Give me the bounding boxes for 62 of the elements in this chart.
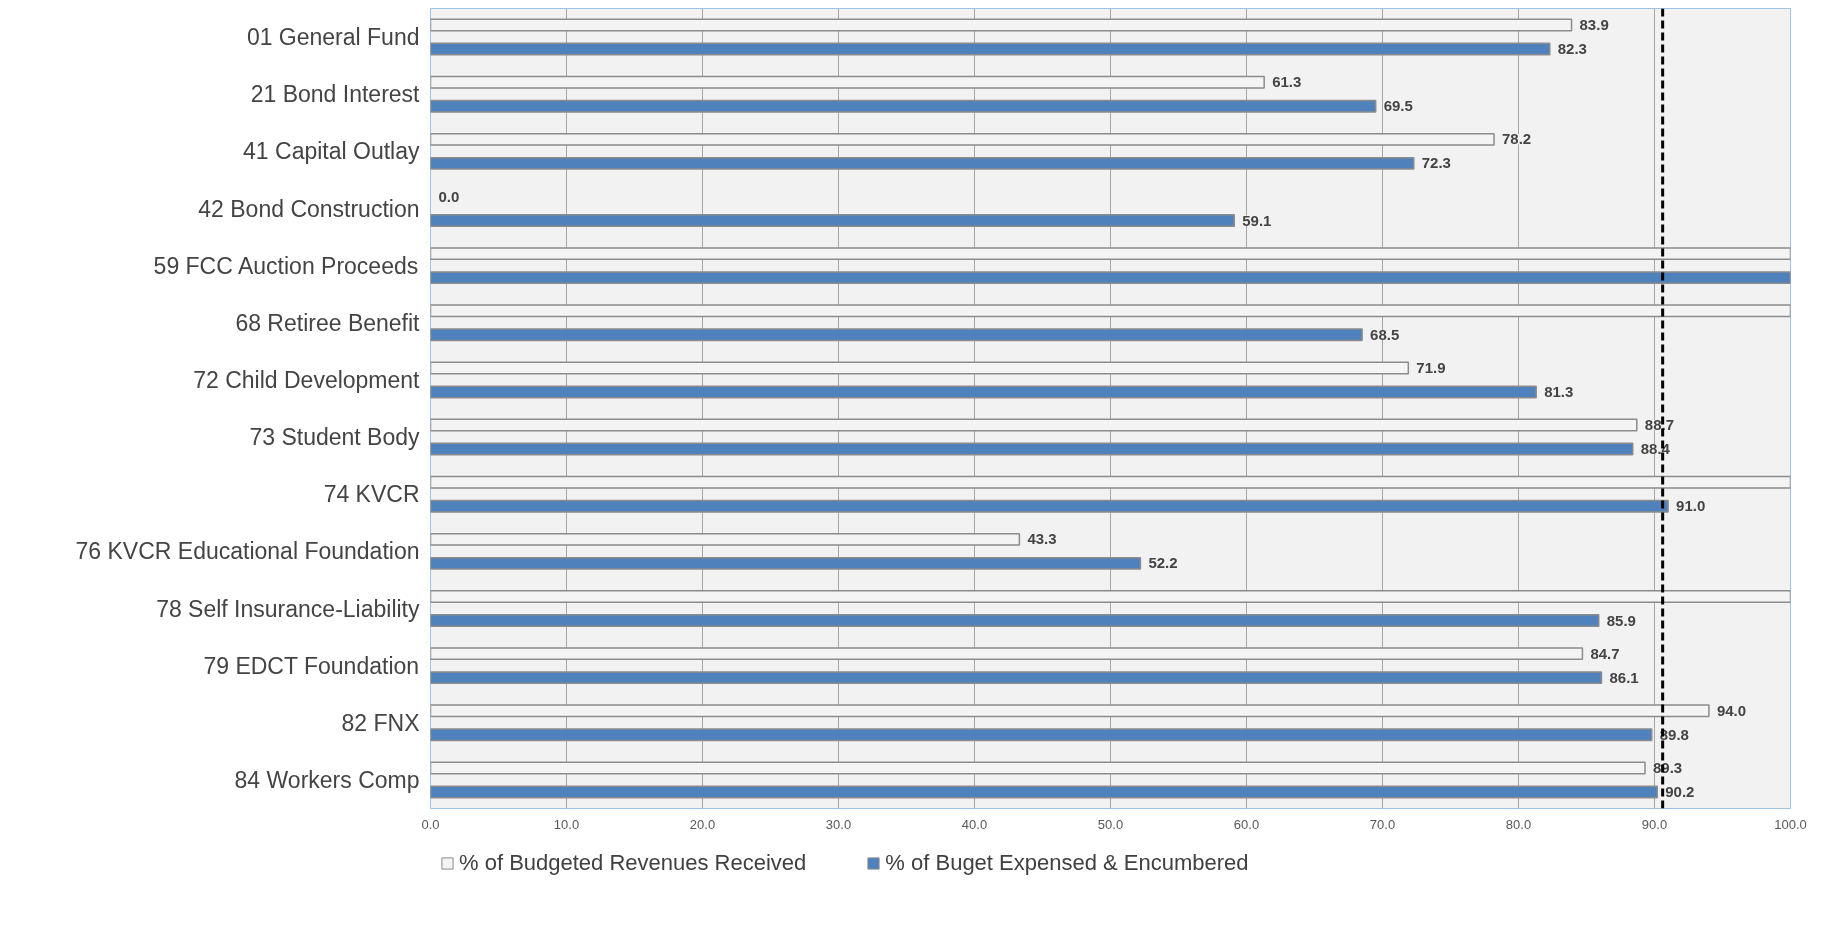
data-label: 85.9 bbox=[1606, 611, 1636, 629]
y-tick-label: 72 Child Development bbox=[193, 366, 421, 393]
data-label: 0.0 bbox=[438, 187, 460, 205]
y-tick-label: 74 KVCR bbox=[323, 481, 420, 508]
x-tick-label: 100.0 bbox=[1774, 816, 1807, 832]
bar bbox=[430, 42, 1551, 56]
data-label: 91.0 bbox=[1676, 497, 1706, 515]
data-label: 43.3 bbox=[1027, 530, 1057, 548]
bar bbox=[430, 156, 1415, 170]
y-tick-label: 42 Bond Construction bbox=[198, 195, 420, 222]
data-label: 69.5 bbox=[1383, 97, 1413, 115]
y-tick-label: 82 FNX bbox=[341, 709, 420, 736]
y-tick-label: 68 Retiree Benefit bbox=[235, 309, 421, 336]
y-tick-label: 76 KVCR Educational Foundation bbox=[75, 538, 420, 565]
bar bbox=[430, 785, 1658, 799]
y-tick-label: 78 Self Insurance-Liability bbox=[156, 595, 420, 622]
x-tick-label: 30.0 bbox=[825, 816, 852, 832]
data-label: 61.3 bbox=[1272, 73, 1302, 91]
data-label: 84.7 bbox=[1590, 644, 1620, 662]
data-label: 88.7 bbox=[1644, 416, 1675, 434]
bar bbox=[430, 728, 1653, 742]
x-tick-label: 90.0 bbox=[1641, 816, 1668, 832]
y-tick-label: 41 Capital Outlay bbox=[243, 138, 420, 165]
data-label: 81.3 bbox=[1544, 382, 1574, 400]
bar bbox=[430, 671, 1603, 685]
y-tick-label: 84 Workers Comp bbox=[234, 766, 420, 793]
y-tick-label: 59 FCC Auction Proceeds bbox=[153, 252, 419, 279]
data-label: 90.2 bbox=[1665, 782, 1695, 800]
y-tick-label: 21 Bond Interest bbox=[250, 81, 421, 108]
x-tick-label: 40.0 bbox=[961, 816, 988, 832]
y-tick-label: 73 Student Body bbox=[249, 424, 420, 451]
bar bbox=[430, 328, 1363, 342]
data-label: 52.2 bbox=[1148, 554, 1178, 572]
y-tick-label: 01 General Fund bbox=[246, 24, 420, 51]
x-tick-label: 0.0 bbox=[421, 816, 440, 832]
x-tick-label: 60.0 bbox=[1233, 816, 1260, 832]
data-label: 78.2 bbox=[1502, 130, 1532, 148]
data-label: 83.9 bbox=[1579, 16, 1609, 34]
legend-label: % of Budgeted Revenues Received bbox=[459, 850, 807, 876]
data-label: 82.3 bbox=[1557, 40, 1587, 58]
x-tick-label: 50.0 bbox=[1097, 816, 1124, 832]
bar bbox=[430, 614, 1600, 627]
data-label: 59.1 bbox=[1242, 211, 1272, 229]
x-tick-label: 20.0 bbox=[689, 816, 716, 832]
data-label: 86.1 bbox=[1609, 668, 1639, 686]
legend-label: % of Buget Expensed & Encumbered bbox=[885, 850, 1249, 876]
x-tick-label: 80.0 bbox=[1505, 816, 1532, 832]
bar bbox=[430, 556, 1142, 570]
data-label: 71.9 bbox=[1416, 358, 1446, 376]
x-tick-label: 70.0 bbox=[1369, 816, 1396, 832]
bar bbox=[430, 214, 1236, 227]
data-label: 94.0 bbox=[1716, 701, 1747, 719]
bar bbox=[430, 271, 1791, 285]
data-label: 68.5 bbox=[1370, 325, 1400, 343]
x-tick-label: 10.0 bbox=[553, 816, 580, 832]
bar bbox=[430, 499, 1669, 513]
bar bbox=[430, 442, 1634, 456]
y-tick-label: 79 EDCT Foundation bbox=[203, 652, 420, 679]
bar bbox=[430, 99, 1377, 113]
data-label: 72.3 bbox=[1421, 154, 1451, 172]
bar bbox=[430, 385, 1537, 399]
data-label: 88.4 bbox=[1640, 440, 1671, 458]
